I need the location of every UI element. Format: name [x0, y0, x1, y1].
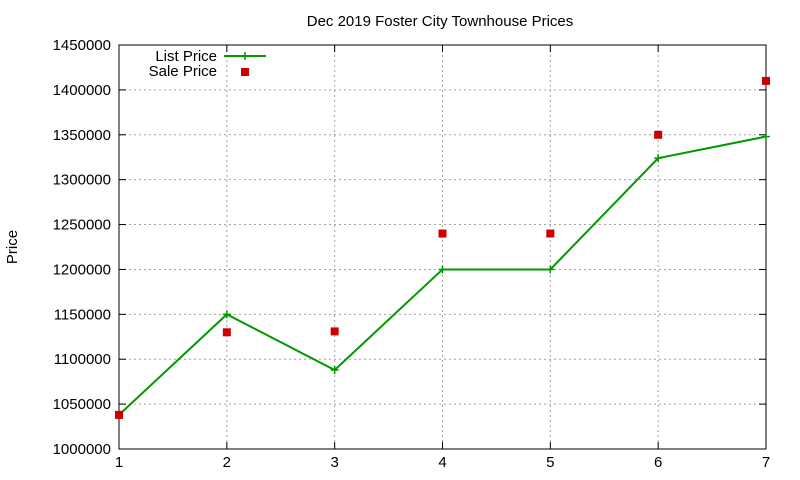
sale-price-point [762, 76, 770, 85]
list-price-point [762, 132, 770, 141]
y-tick-label: 1450000 [53, 37, 111, 54]
sale-price-point [654, 130, 663, 139]
y-tick-label: 1100000 [54, 351, 111, 368]
y-tick-label: 1300000 [53, 172, 111, 189]
x-tick-label: 6 [654, 454, 662, 471]
legend-marks [224, 52, 266, 76]
series-layer [115, 76, 770, 419]
list-price-point [654, 154, 663, 163]
y-tick-label: 1400000 [53, 82, 111, 99]
list-price-point [222, 310, 231, 319]
x-tick-label: 1 [115, 454, 123, 471]
sale-price-point [438, 229, 447, 238]
legend-label-list-price: List Price [155, 48, 217, 65]
list-price-point [438, 265, 447, 274]
x-tick-label: 5 [546, 454, 554, 471]
legend-marker-list-price [241, 52, 249, 60]
sale-price-point [222, 328, 231, 337]
y-tick-label: 1000000 [53, 441, 111, 458]
x-tick-label: 4 [438, 454, 446, 471]
y-tick-label: 1350000 [53, 127, 111, 144]
x-tick-label: 2 [223, 454, 231, 471]
list-price-point [546, 265, 555, 274]
chart-title: Dec 2019 Foster City Townhouse Prices [307, 13, 574, 30]
axes: 1000000 1050000 1100000 1150000 1200000 12500… [53, 37, 771, 471]
legend-label-sale-price: Sale Price [149, 63, 217, 80]
y-tick-label: 1250000 [53, 217, 111, 234]
y-tick-label: 1150000 [54, 306, 111, 323]
legend: List Price Sale Price [149, 48, 266, 80]
list-price-point [330, 365, 339, 374]
legend-marker-sale-price [241, 68, 249, 76]
x-tick-label: 3 [330, 454, 338, 471]
x-tick-label: 7 [762, 454, 770, 471]
sale-price-point [330, 327, 339, 336]
grid [119, 45, 766, 449]
y-tick-label: 1200000 [53, 261, 111, 278]
y-tick-label: 1050000 [53, 396, 111, 413]
sale-price-point [115, 410, 123, 419]
sale-price-point [546, 229, 555, 238]
y-axis-label: Price [4, 230, 21, 264]
